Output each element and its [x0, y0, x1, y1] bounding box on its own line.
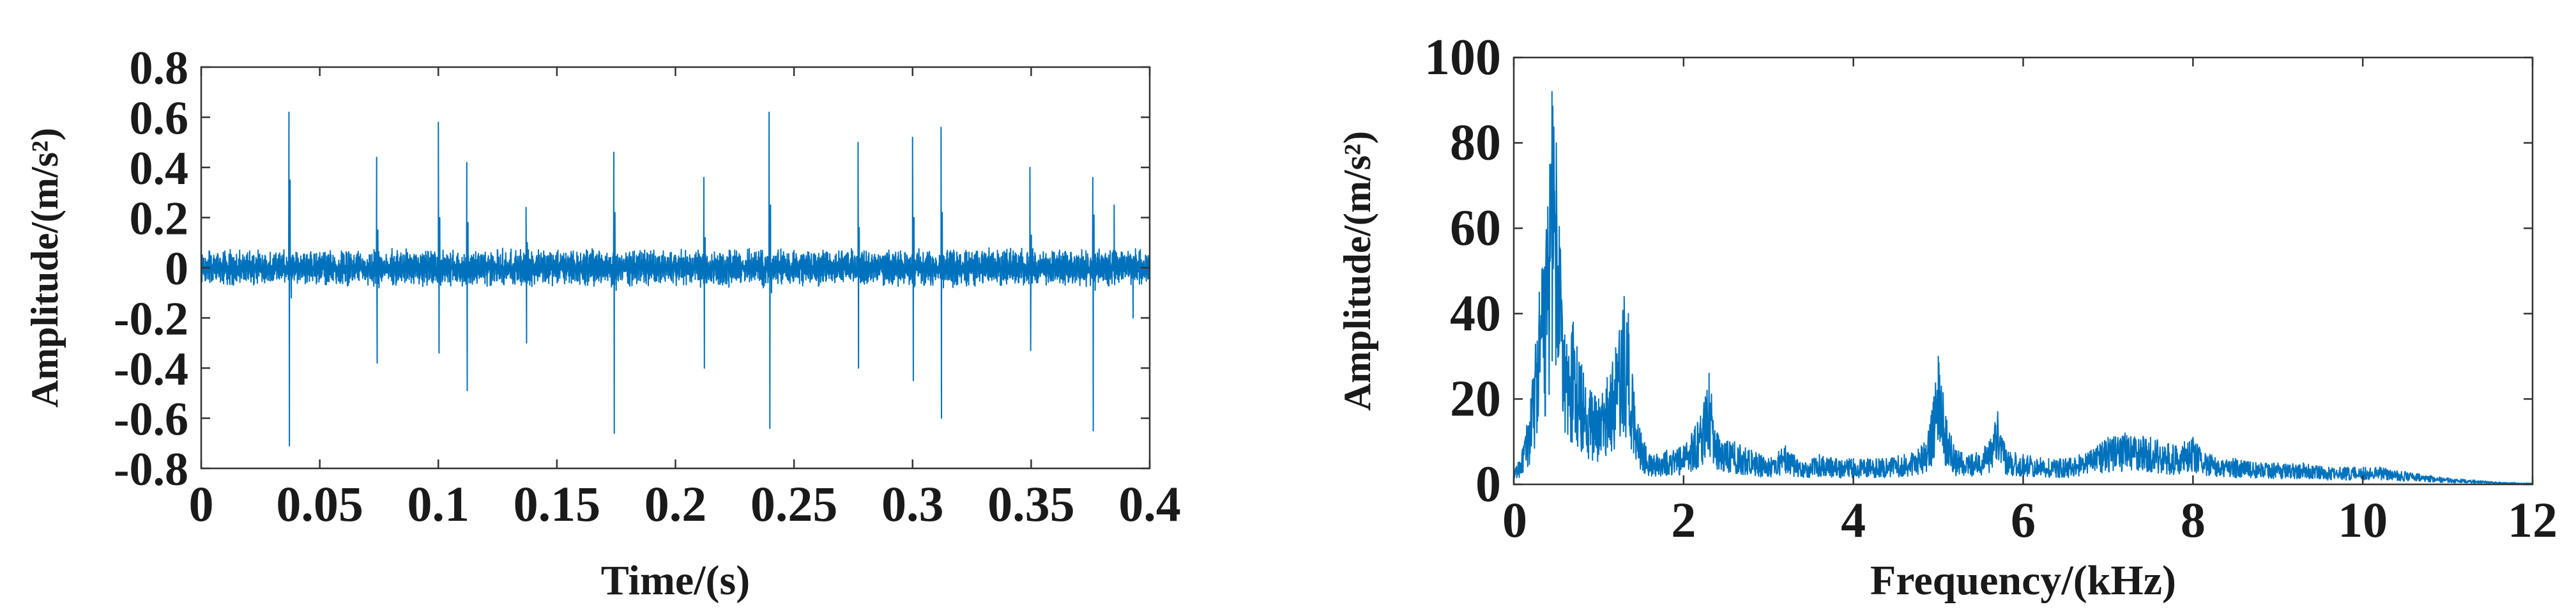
x-tick-label: 0.3	[881, 476, 944, 532]
x-tick-label: 10	[2338, 492, 2388, 548]
x-tick-label: 0	[189, 476, 214, 532]
x-tick-label: 0	[1502, 492, 1527, 548]
y-axis-label: Amplitude/(m/s²)	[1336, 131, 1378, 411]
x-axis-label: Time/(s)	[601, 557, 750, 604]
y-tick-label: 0.6	[130, 93, 189, 145]
x-tick-label: 4	[1841, 492, 1866, 548]
y-tick-label: 80	[1450, 115, 1501, 171]
x-tick-label: 0.35	[987, 476, 1075, 532]
y-tick-label: 100	[1424, 29, 1501, 86]
x-tick-label: 6	[2011, 492, 2036, 548]
plot-frame	[1513, 56, 2534, 486]
frequency-spectrum-chart: 0 2 4 6 8 10 12 0 20 40 60 80 100 Frequency/(kHz) Ampl…	[1336, 29, 2557, 604]
x-tick-label: 0.05	[276, 476, 363, 532]
signal-series-line	[1513, 91, 2533, 485]
x-tick-label: 8	[2181, 492, 2206, 548]
y-tick-label: 0	[1475, 456, 1501, 512]
y-axis-label: Amplitude/(m/s²)	[24, 128, 66, 408]
y-tick-label: 40	[1450, 286, 1501, 342]
y-tick-label: 60	[1450, 200, 1501, 256]
y-tick-label: 0.8	[130, 42, 189, 95]
x-axis-label: Frequency/(kHz)	[1870, 557, 2176, 604]
y-tick-label: 0	[165, 243, 188, 295]
x-tick-label: 0.2	[644, 476, 707, 532]
signal-series-line	[201, 111, 1150, 447]
x-tick-label: 0.25	[751, 476, 838, 532]
time-domain-chart: 0 0.05 0.1 0.15 0.2 0.25 0.3 0.35 0.4-0.8-0.6-0.…	[24, 42, 1181, 604]
y-tick-label: -0.4	[114, 343, 188, 396]
y-tick-label: -0.6	[114, 394, 188, 446]
y-tick-label: 0.2	[130, 193, 189, 245]
y-tick-label: -0.2	[114, 293, 188, 346]
y-tick-label: 0.4	[130, 142, 189, 195]
x-tick-label: 12	[2508, 492, 2557, 548]
y-tick-label: -0.8	[114, 443, 188, 496]
x-tick-label: 0.4	[1118, 476, 1181, 532]
x-tick-label: 2	[1671, 492, 1696, 548]
x-tick-label: 0.15	[514, 476, 601, 532]
x-tick-label: 0.1	[408, 476, 470, 532]
y-tick-label: 20	[1450, 371, 1501, 427]
